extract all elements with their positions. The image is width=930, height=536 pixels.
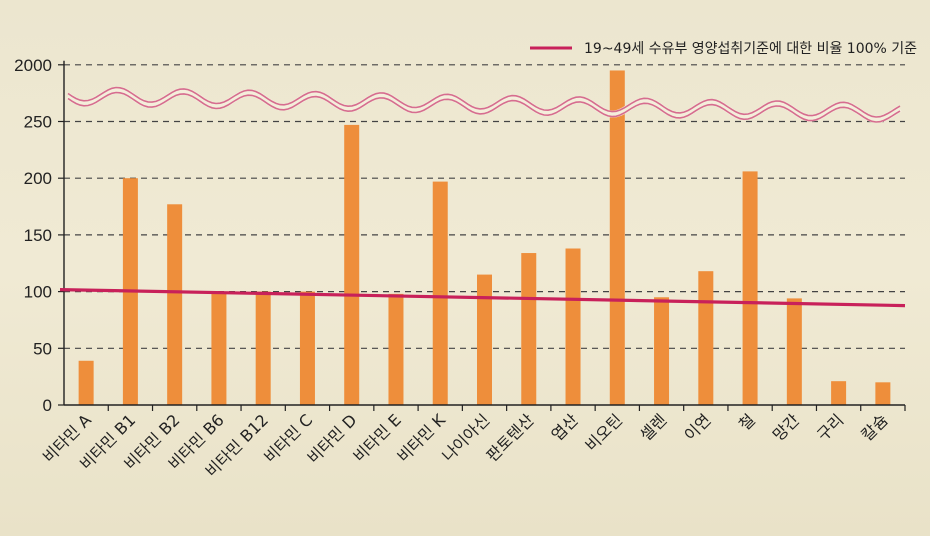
axis-break-band	[66, 86, 902, 124]
y-tick-label: 200	[24, 169, 52, 188]
axis-break-wave-top	[67, 86, 901, 118]
bars	[78, 70, 891, 405]
bar	[211, 291, 227, 405]
x-tick-label: 판토텐산	[483, 410, 538, 465]
reference-line-100	[59, 288, 906, 308]
x-tick-label: 망간	[769, 410, 803, 444]
y-tick-label: 0	[43, 396, 52, 415]
axis-break	[66, 86, 902, 124]
bar	[344, 124, 360, 405]
x-tick-label: 엽산	[548, 410, 582, 444]
bar	[432, 181, 448, 405]
y-tick-label: 100	[24, 283, 52, 302]
legend-label: 19~49세 수유부 영양섭취기준에 대한 비율 100% 기준	[584, 41, 917, 57]
x-tick-label: 셀렌	[636, 410, 670, 444]
y-axis-ticks: 0 50 100 150 200 250 2000	[14, 56, 64, 415]
bar	[654, 297, 670, 405]
x-tick-label: 구리	[813, 410, 847, 444]
bar	[521, 253, 537, 405]
x-tick-label: 비타민 D	[304, 410, 361, 467]
bar	[742, 171, 758, 405]
bar	[786, 298, 802, 405]
x-tick-label: 철	[735, 410, 759, 434]
bar	[565, 248, 581, 405]
x-tick-label: 이연	[680, 410, 714, 444]
axis-break-wave-bottom	[67, 91, 901, 123]
x-tick-label: 칼슘	[857, 410, 891, 444]
bar	[78, 360, 94, 405]
reference-group	[59, 288, 906, 308]
bar	[477, 274, 492, 405]
bar	[875, 382, 891, 405]
bar	[299, 291, 315, 405]
bar	[831, 381, 847, 405]
legend: 19~49세 수유부 영양섭취기준에 대한 비율 100% 기준	[530, 41, 917, 57]
y-tick-label: 150	[24, 226, 52, 245]
axes	[63, 60, 906, 411]
bar	[698, 271, 714, 405]
x-tick-label: 비타민 K	[393, 410, 449, 466]
y-tick-label: 2000	[14, 56, 52, 75]
x-tick-label: 비타민 E	[349, 410, 404, 465]
y-tick-label: 50	[33, 339, 52, 358]
x-tick-label: 나이아신	[438, 410, 493, 465]
x-tick-label: 비오틴	[581, 410, 626, 455]
bar	[388, 293, 404, 405]
bar	[255, 291, 271, 405]
y-tick-label: 250	[24, 113, 52, 132]
bar	[609, 70, 625, 405]
bar	[167, 204, 183, 405]
